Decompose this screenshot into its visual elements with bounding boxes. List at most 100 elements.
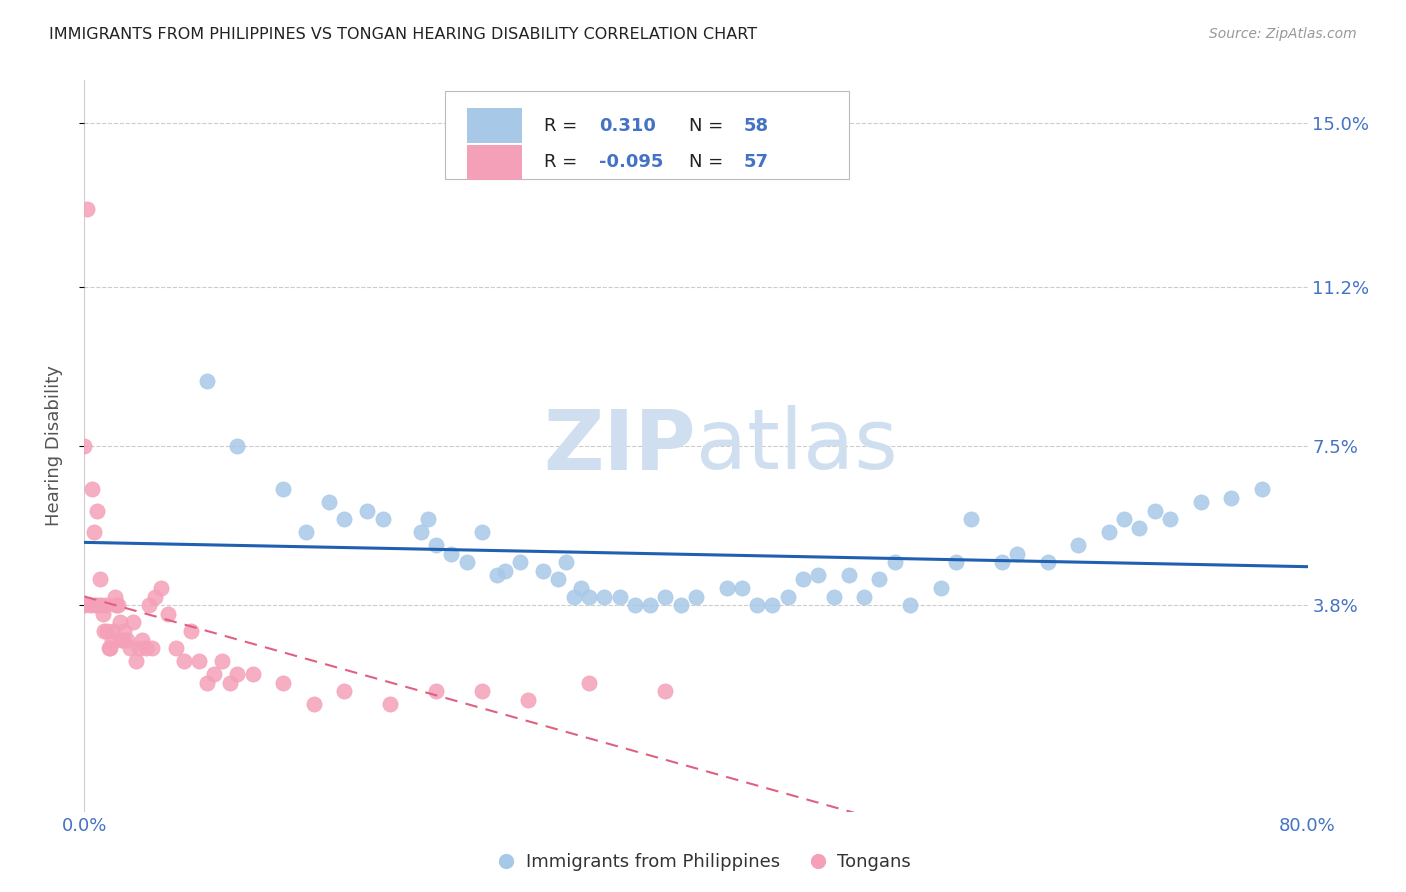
Point: [425, 538, 447, 552]
Point: [654, 590, 676, 604]
Point: [94, 598, 117, 612]
Point: [120, 641, 142, 656]
Text: 57: 57: [744, 153, 769, 171]
Point: [173, 654, 195, 668]
Point: [1220, 491, 1243, 505]
Point: [562, 590, 585, 604]
Point: [716, 581, 738, 595]
Point: [143, 590, 166, 604]
Point: [555, 555, 578, 569]
Text: N =: N =: [689, 153, 728, 171]
Point: [945, 555, 967, 569]
Point: [1128, 521, 1150, 535]
Point: [101, 632, 124, 647]
Point: [456, 555, 478, 569]
Point: [73, 598, 96, 612]
Point: [609, 590, 631, 604]
Point: [624, 598, 647, 612]
Text: ZIP: ZIP: [544, 406, 696, 486]
Point: [107, 598, 129, 612]
Point: [79, 598, 101, 612]
Text: Source: ZipAtlas.com: Source: ZipAtlas.com: [1209, 27, 1357, 41]
Point: [76, 202, 98, 217]
Point: [531, 564, 554, 578]
Point: [84, 598, 107, 612]
Text: IMMIGRANTS FROM PHILIPPINES VS TONGAN HEARING DISABILITY CORRELATION CHART: IMMIGRANTS FROM PHILIPPINES VS TONGAN HE…: [49, 27, 758, 42]
Point: [578, 675, 600, 690]
Point: [125, 654, 148, 668]
Point: [853, 590, 876, 604]
Point: [271, 482, 294, 496]
Point: [380, 697, 402, 711]
Point: [138, 598, 160, 612]
Point: [516, 693, 538, 707]
Point: [823, 590, 845, 604]
FancyBboxPatch shape: [467, 108, 522, 144]
Text: R =: R =: [544, 153, 583, 171]
Point: [98, 641, 121, 656]
Point: [960, 512, 983, 526]
Point: [211, 654, 233, 668]
Point: [218, 675, 240, 690]
Text: N =: N =: [689, 117, 728, 135]
Point: [654, 684, 676, 698]
Point: [103, 624, 125, 638]
Point: [115, 632, 138, 647]
Point: [747, 598, 769, 612]
Point: [90, 598, 112, 612]
Point: [578, 590, 600, 604]
Text: 58: 58: [744, 117, 769, 135]
Point: [97, 641, 120, 656]
Point: [869, 573, 891, 587]
Point: [569, 581, 592, 595]
Point: [122, 615, 145, 630]
Point: [440, 547, 463, 561]
Point: [371, 512, 394, 526]
Text: 0.310: 0.310: [599, 117, 657, 135]
Point: [929, 581, 952, 595]
Point: [87, 598, 110, 612]
Point: [418, 512, 440, 526]
Point: [731, 581, 754, 595]
Point: [471, 684, 494, 698]
Point: [486, 568, 509, 582]
Point: [1098, 524, 1121, 539]
Point: [761, 598, 783, 612]
Point: [494, 564, 516, 578]
Point: [188, 654, 211, 668]
Point: [242, 667, 264, 681]
Point: [226, 667, 249, 681]
Point: [91, 607, 114, 621]
Point: [1159, 512, 1181, 526]
Point: [1067, 538, 1090, 552]
Point: [807, 568, 830, 582]
Point: [333, 684, 356, 698]
Point: [547, 573, 569, 587]
Point: [93, 624, 115, 638]
Point: [141, 641, 163, 656]
Text: R =: R =: [544, 117, 583, 135]
Point: [131, 632, 153, 647]
Point: [898, 598, 921, 612]
Point: [295, 524, 318, 539]
Point: [1036, 555, 1059, 569]
Point: [1114, 512, 1136, 526]
Point: [135, 641, 157, 656]
Y-axis label: Hearing Disability: Hearing Disability: [45, 366, 63, 526]
Legend: Immigrants from Philippines, Tongans: Immigrants from Philippines, Tongans: [488, 847, 918, 879]
FancyBboxPatch shape: [446, 91, 849, 179]
Point: [425, 684, 447, 698]
Point: [1005, 547, 1028, 561]
Point: [669, 598, 692, 612]
FancyBboxPatch shape: [467, 145, 522, 180]
Point: [776, 590, 799, 604]
Point: [195, 375, 218, 389]
Point: [1250, 482, 1272, 496]
Point: [991, 555, 1014, 569]
Point: [202, 667, 225, 681]
Point: [89, 573, 111, 587]
Point: [226, 439, 249, 453]
Point: [409, 524, 432, 539]
Point: [195, 675, 218, 690]
Point: [302, 697, 325, 711]
